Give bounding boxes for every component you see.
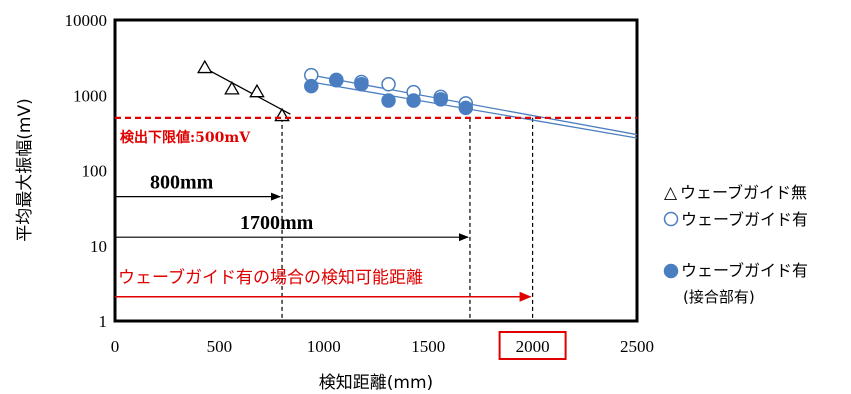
legend-marker-triangle: △ bbox=[664, 183, 678, 203]
x-tick-label-4: 2000 bbox=[516, 337, 550, 356]
point-s0-2 bbox=[249, 83, 265, 98]
point-s0-1 bbox=[224, 80, 240, 95]
trendline-0 bbox=[204, 67, 291, 115]
y-tick-labels: 1 10 100 1000 10000 bbox=[65, 11, 108, 331]
x-tick-label-3: 1500 bbox=[411, 337, 445, 356]
legend-label-waveguide-joint-line2: (接合部有) bbox=[683, 288, 755, 306]
point-s2-6 bbox=[458, 100, 474, 116]
point-s2-1 bbox=[329, 73, 344, 88]
vertical-marker-lines bbox=[281, 117, 534, 321]
legend-label-waveguide-joint: ウェーブガイド有 bbox=[681, 261, 808, 280]
x-axis-title: 検知距離(mm) bbox=[319, 373, 433, 393]
data-points bbox=[197, 59, 474, 122]
annotation-text-1: 1700mm bbox=[240, 212, 314, 234]
point-s2-0 bbox=[304, 78, 319, 94]
point-s2-5 bbox=[433, 92, 448, 107]
legend: △ ウェーブガイド無 ウェーブガイド有 ウェーブガイド有 (接合部有) bbox=[663, 183, 808, 306]
x-tick-highlight-box bbox=[498, 331, 567, 360]
point-s0-0 bbox=[197, 59, 213, 74]
x-tick-label-0: 0 bbox=[111, 337, 120, 356]
point-s2-2 bbox=[354, 77, 369, 92]
annotation-text-2: ウェーブガイド有の場合の検知可能距離 bbox=[118, 267, 423, 288]
legend-label-waveguide: ウェーブガイド有 bbox=[681, 210, 808, 229]
x-tick-labels: 0 500 1000 1500 2000 2500 bbox=[111, 337, 654, 356]
y-axis-title: 平均最大振幅(mV) bbox=[15, 98, 35, 241]
annotation-text-0: 800mm bbox=[150, 172, 214, 194]
y-tick-label-2: 100 bbox=[82, 162, 108, 181]
x-tick-label-1: 500 bbox=[207, 337, 233, 356]
y-tick-label-0: 1 bbox=[99, 312, 108, 331]
legend-label-no-waveguide: ウェーブガイド無 bbox=[680, 183, 807, 202]
y-tick-label-3: 1000 bbox=[73, 86, 107, 105]
x-tick-label-2: 1000 bbox=[307, 337, 341, 356]
detection-limit-label: 検出下限値:500mV bbox=[120, 129, 251, 146]
point-s2-4 bbox=[406, 93, 421, 108]
y-tick-label-1: 10 bbox=[90, 237, 107, 256]
x-tick-label-5: 2500 bbox=[620, 337, 654, 356]
legend-marker-open-circle bbox=[663, 211, 679, 227]
trendline-2 bbox=[311, 81, 638, 139]
distance-arrows: 800mm 1700mm ウェーブガイド有の場合の検知可能距離 bbox=[115, 172, 532, 302]
point-s2-3 bbox=[381, 93, 396, 108]
y-tick-label-4: 10000 bbox=[65, 11, 108, 30]
point-s1-3 bbox=[381, 77, 396, 92]
legend-marker-filled-circle bbox=[663, 263, 679, 279]
